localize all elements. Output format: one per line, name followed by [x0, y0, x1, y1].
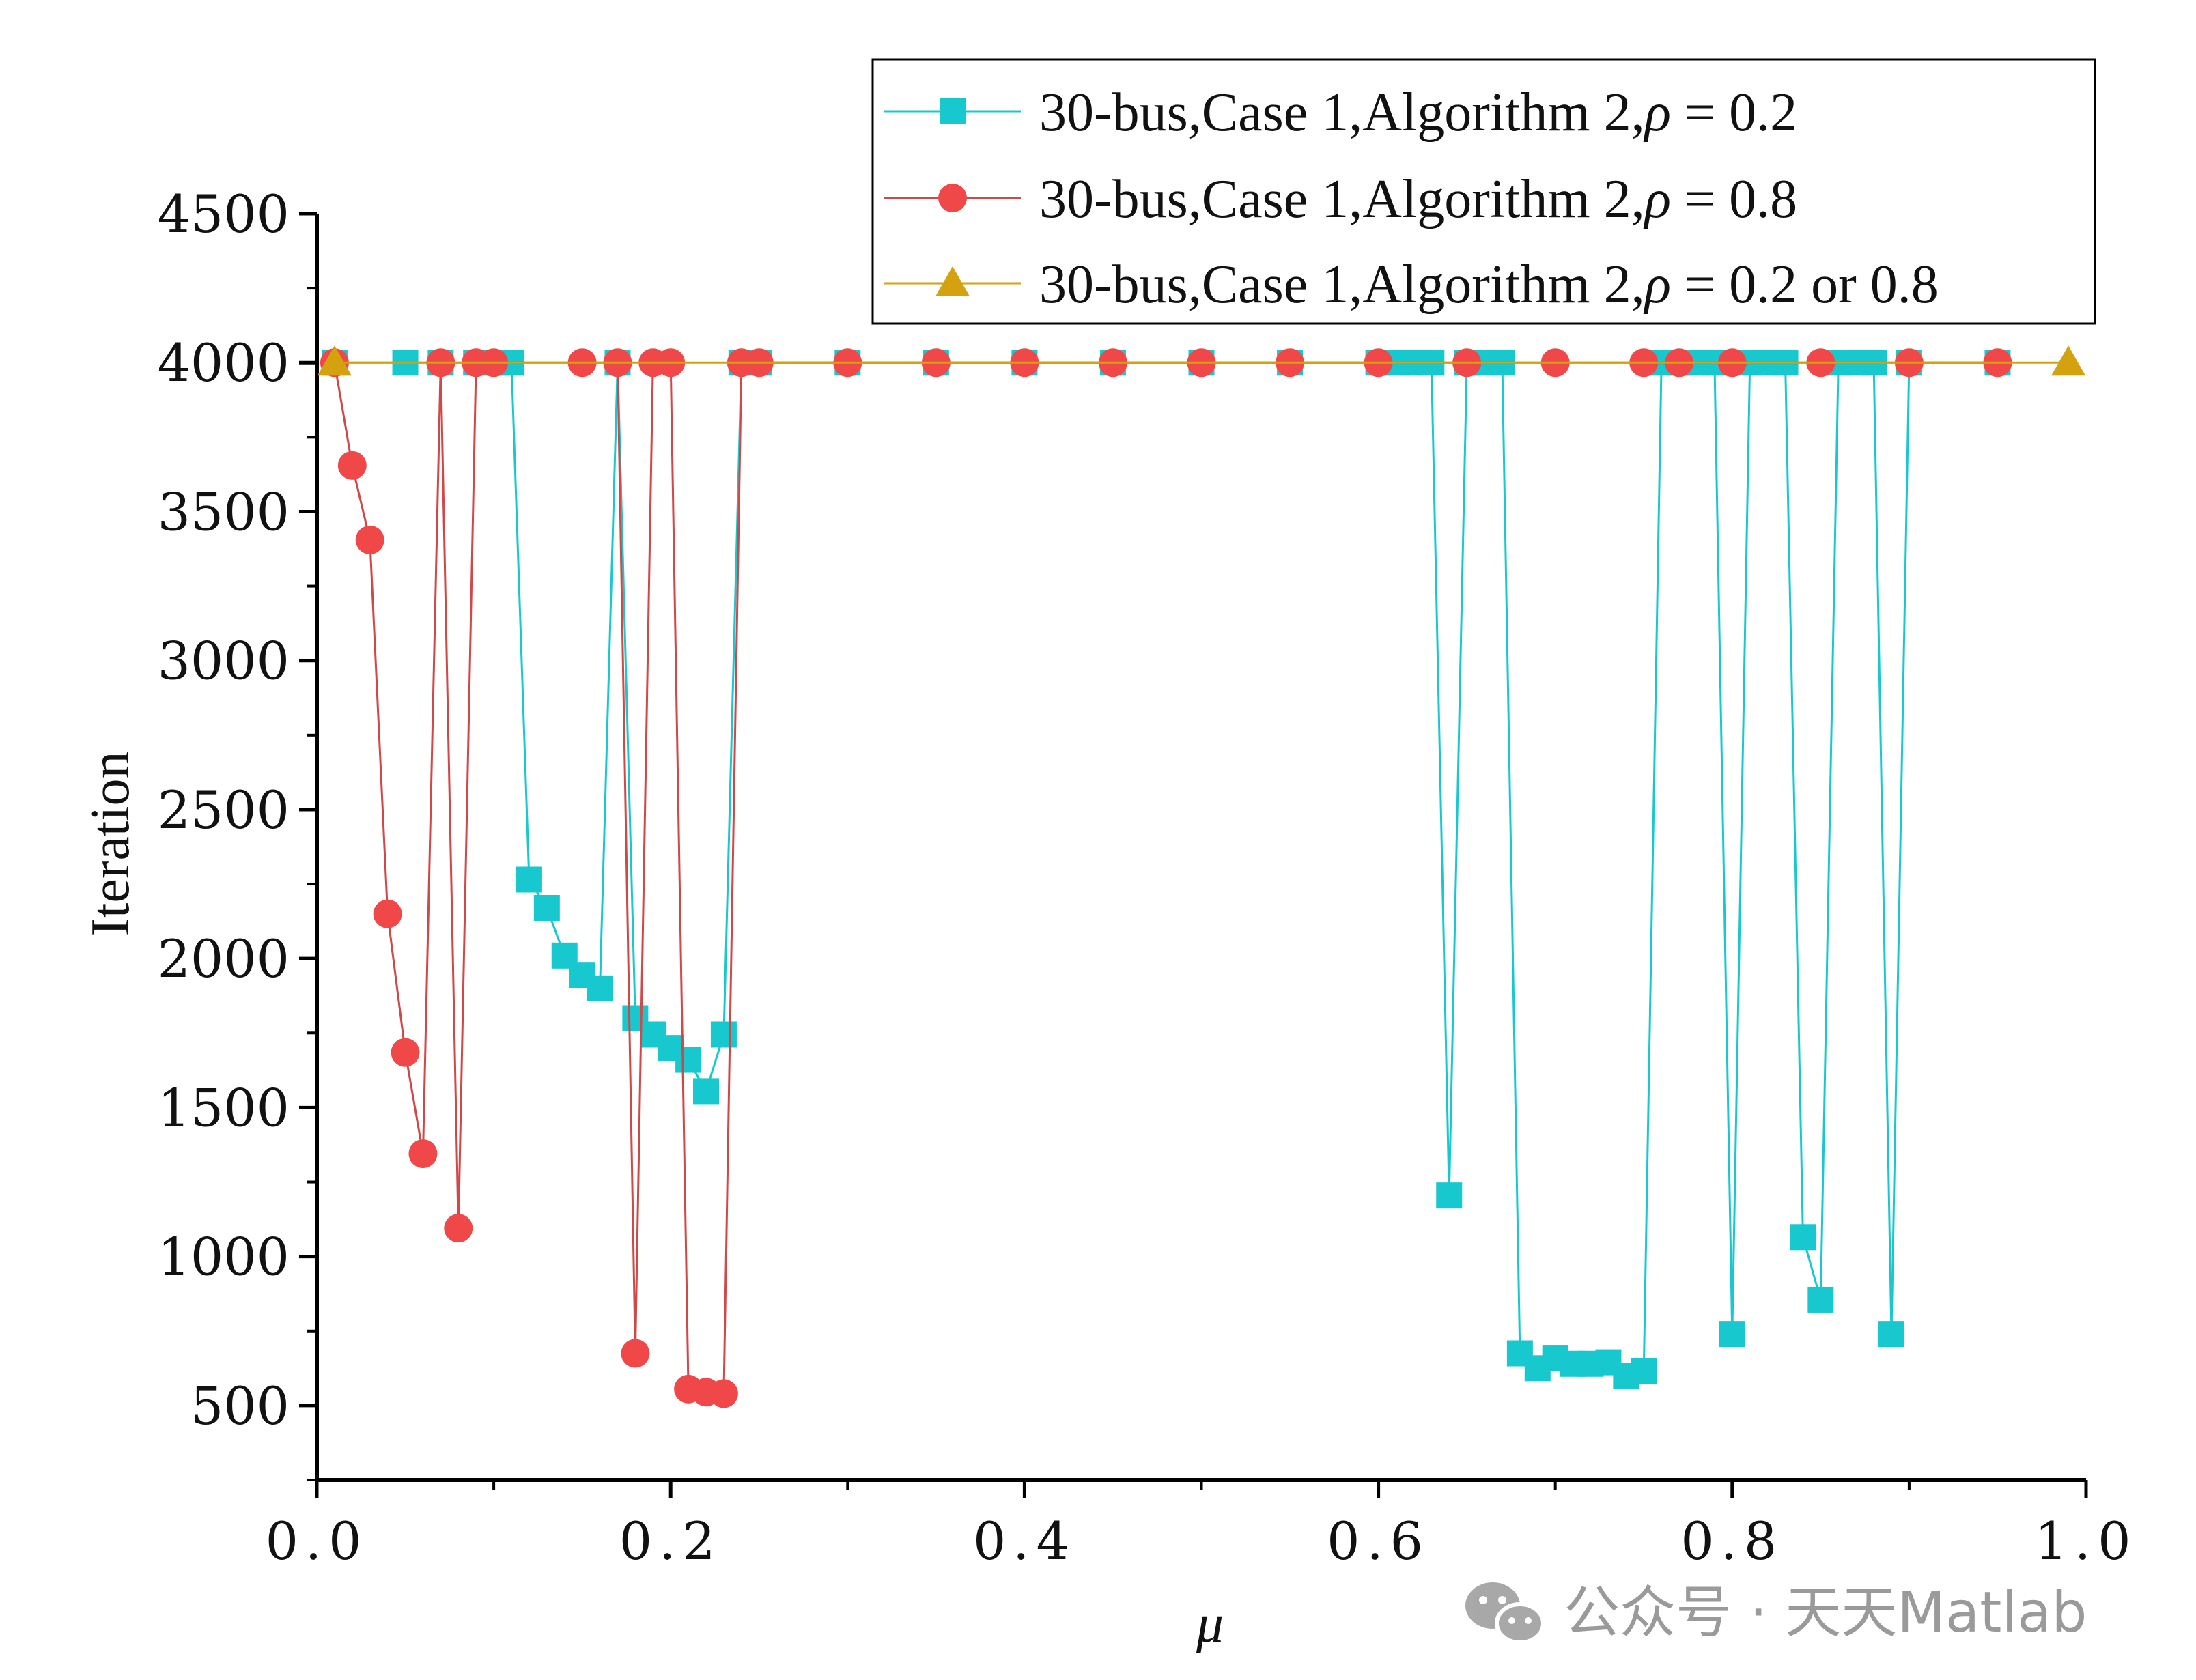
- data-point: [709, 1379, 738, 1408]
- legend-label-prefix: 30-bus,Case 1,Algorithm 2,: [1039, 255, 1645, 315]
- y-tick-label: 3000: [158, 631, 290, 692]
- x-tick-label: 0.8: [1680, 1511, 1784, 1571]
- y-tick-label: 4500: [158, 184, 290, 244]
- legend-label: 30-bus,Case 1,Algorithm 2,ρ = 0.8: [1039, 169, 1797, 229]
- legend-label-suffix: = 0.2 or 0.8: [1671, 255, 1939, 315]
- data-point: [533, 894, 560, 921]
- legend-item: 30-bus,Case 1,Algorithm 2,ρ = 0.2: [884, 83, 1797, 143]
- legend-label: 30-bus,Case 1,Algorithm 2,ρ = 0.2: [1039, 83, 1797, 143]
- y-tick-label: 500: [191, 1376, 290, 1436]
- legend-marker: [940, 98, 966, 124]
- series-1: [321, 350, 2011, 1389]
- y-tick-label: 1500: [158, 1077, 290, 1138]
- data-point: [2051, 345, 2086, 376]
- watermark-text: 公众号 · 天天Matlab: [1564, 1580, 2087, 1645]
- data-point: [444, 1214, 473, 1243]
- data-point: [317, 345, 352, 376]
- data-point: [1790, 1224, 1816, 1251]
- x-tick-label: 0.6: [1327, 1511, 1430, 1571]
- y-tick-label: 2500: [158, 780, 290, 840]
- data-point: [516, 866, 542, 893]
- wechat-icon: [1465, 1582, 1545, 1645]
- legend-label-prefix: 30-bus,Case 1,Algorithm 2,: [1039, 83, 1645, 143]
- series-2: [320, 348, 2012, 1408]
- legend-label-suffix: = 0.8: [1671, 169, 1797, 229]
- data-point: [408, 1139, 438, 1169]
- data-point: [693, 1078, 720, 1105]
- x-tick-label: 0.4: [973, 1511, 1076, 1571]
- chart-axes: 500 1000 1500 2000 2500 3000 3500 4000 4500 0.0 0.…: [158, 184, 2138, 1571]
- x-axis-title: μ: [1196, 1594, 1224, 1654]
- legend-label: 30-bus,Case 1,Algorithm 2,ρ = 0.2 or 0.8: [1039, 255, 1939, 315]
- legend-label-symbol: ρ: [1643, 255, 1671, 315]
- legend-label-symbol: ρ: [1643, 169, 1671, 229]
- legend-label-symbol: ρ: [1643, 83, 1671, 143]
- data-point: [1807, 1286, 1834, 1313]
- data-point: [621, 1339, 650, 1368]
- legend-item: 30-bus,Case 1,Algorithm 2,ρ = 0.8: [884, 169, 1797, 229]
- data-point: [587, 975, 613, 1001]
- legend-box: [871, 58, 2096, 325]
- watermark: 公众号 · 天天Matlab: [1465, 1580, 2087, 1645]
- data-point: [355, 525, 384, 554]
- series-layer: [317, 345, 2086, 1408]
- data-point: [1436, 1182, 1463, 1209]
- y-axis-title: Iteration: [81, 752, 141, 937]
- x-tick-label: 0.0: [266, 1511, 369, 1571]
- series-line: [334, 361, 1998, 1377]
- data-point: [675, 1047, 702, 1073]
- data-point: [710, 1021, 737, 1048]
- x-tick-label: 1.0: [2035, 1511, 2138, 1571]
- legend-item: 30-bus,Case 1,Algorithm 2,ρ = 0.2 or 0.8: [884, 255, 1939, 315]
- legend-label-prefix: 30-bus,Case 1,Algorithm 2,: [1039, 169, 1645, 229]
- legend-label-suffix: = 0.2: [1671, 83, 1797, 143]
- data-point: [373, 899, 402, 928]
- series-3: [317, 345, 2086, 376]
- data-point: [391, 1038, 420, 1067]
- y-tick-label: 2000: [158, 928, 290, 989]
- series-line: [333, 361, 1998, 1395]
- data-point: [1719, 1321, 1745, 1348]
- y-tick-label: 1000: [158, 1227, 290, 1287]
- data-point: [1631, 1358, 1657, 1384]
- x-tick-label: 0.2: [619, 1511, 722, 1571]
- legend: 30-bus,Case 1,Algorithm 2,ρ = 0.230-bus,…: [871, 58, 2096, 325]
- y-tick-label: 4000: [158, 332, 290, 393]
- legend-marker: [935, 266, 970, 296]
- data-point: [337, 451, 367, 480]
- data-point: [1878, 1321, 1904, 1348]
- legend-marker: [938, 184, 967, 212]
- y-tick-label: 3500: [158, 481, 290, 542]
